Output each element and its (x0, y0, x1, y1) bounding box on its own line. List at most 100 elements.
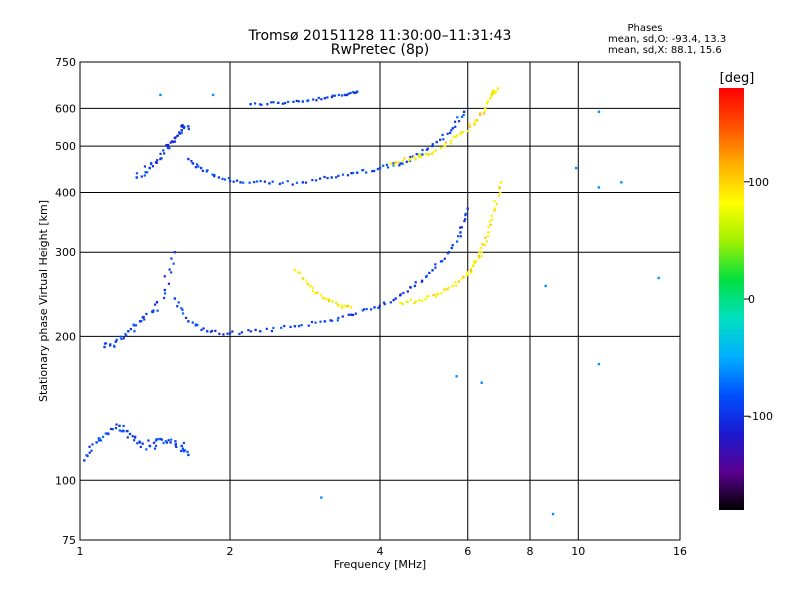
data-point (214, 329, 217, 332)
data-point (297, 271, 300, 274)
data-point (479, 112, 482, 115)
data-point (457, 120, 461, 123)
x-tick-label: 4 (377, 545, 384, 558)
data-point (352, 171, 355, 175)
data-point (382, 301, 386, 304)
data-point (286, 180, 289, 183)
data-point (301, 100, 305, 103)
data-point (340, 94, 344, 97)
data-point (167, 439, 170, 442)
data-point (490, 95, 493, 98)
data-point (154, 444, 158, 447)
data-point (413, 155, 416, 159)
data-point (115, 423, 118, 426)
data-point (140, 175, 143, 178)
data-point (287, 100, 290, 103)
data-point (174, 440, 177, 443)
data-point (120, 430, 123, 433)
data-point (314, 321, 317, 324)
data-point (118, 424, 121, 428)
data-point (140, 319, 143, 323)
data-point (343, 93, 347, 97)
data-point (489, 97, 492, 100)
data-point (316, 291, 319, 294)
data-point (305, 280, 308, 283)
data-point (597, 110, 601, 114)
data-point (435, 293, 438, 296)
data-point (355, 90, 359, 93)
data-point (249, 103, 252, 106)
data-point (488, 220, 491, 223)
data-point (167, 282, 171, 285)
data-point (169, 141, 172, 144)
data-point (409, 157, 412, 161)
data-point (494, 90, 497, 93)
data-point (155, 301, 159, 304)
data-point (460, 226, 464, 229)
data-point (430, 152, 434, 155)
data-point (141, 316, 144, 319)
data-point (494, 92, 497, 95)
data-point (414, 300, 418, 303)
data-point (414, 158, 417, 161)
data-point (164, 440, 167, 443)
data-point (103, 345, 106, 349)
data-point (143, 165, 147, 168)
data-point (493, 207, 497, 210)
data-point (464, 218, 467, 221)
data-point (444, 141, 447, 144)
data-point (297, 100, 300, 103)
data-point (482, 112, 486, 115)
chart-title: Tromsø 20151128 11:30:00–11:31:43 (248, 28, 512, 44)
data-point (217, 176, 221, 179)
x-axis-label: Frequency [MHz] (334, 558, 426, 571)
data-point (442, 138, 445, 141)
data-point (349, 313, 353, 316)
data-point (421, 299, 424, 302)
data-point (134, 435, 137, 438)
data-point (336, 319, 339, 322)
data-point (428, 271, 431, 275)
data-point (174, 443, 178, 446)
data-point (88, 451, 91, 454)
data-point (544, 284, 547, 288)
data-point (398, 164, 401, 167)
data-point (468, 122, 471, 126)
data-point (301, 277, 304, 280)
data-point (150, 162, 153, 165)
data-point (156, 159, 159, 162)
data-point (465, 274, 468, 277)
phase-info-o: mean, sd,O: -93.4, 13.3 (608, 34, 726, 45)
data-point (187, 453, 190, 457)
data-point (443, 288, 446, 291)
data-point (247, 329, 250, 332)
data-point (439, 146, 442, 150)
data-point (414, 281, 417, 284)
data-point (298, 271, 301, 274)
data-point (98, 439, 101, 442)
data-point (434, 149, 437, 152)
data-point (441, 260, 444, 263)
data-point (459, 226, 462, 229)
data-point (337, 316, 340, 320)
colorbar-tick-label: -100 (748, 410, 773, 423)
data-point (122, 430, 125, 433)
data-point (394, 161, 397, 164)
data-point (159, 152, 162, 155)
data-point (133, 330, 136, 333)
data-point (413, 301, 416, 304)
data-point (323, 297, 327, 300)
data-point (331, 94, 334, 97)
data-point (446, 132, 449, 135)
data-point (147, 439, 150, 442)
data-point (128, 432, 132, 436)
x-tick-label: 1 (77, 545, 84, 558)
data-point (159, 93, 162, 97)
data-point (291, 183, 294, 186)
data-point (468, 125, 472, 128)
data-point (326, 96, 329, 99)
data-point (91, 443, 94, 446)
data-point (426, 147, 429, 150)
data-point (187, 320, 190, 323)
data-point (329, 319, 332, 322)
